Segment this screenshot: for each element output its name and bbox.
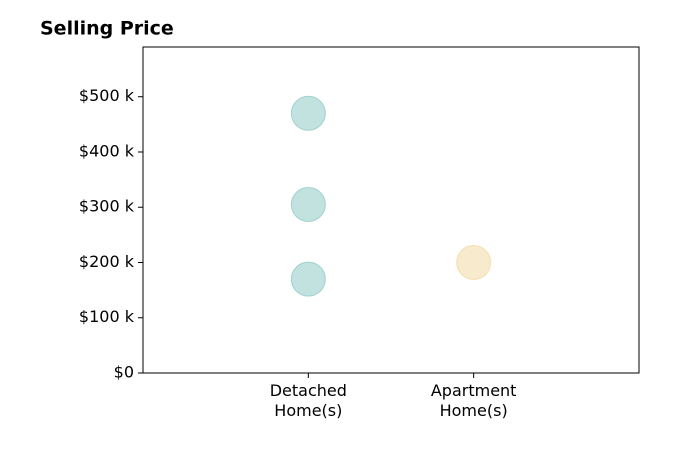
- y-tick-label: $0: [114, 363, 134, 382]
- point: [290, 95, 326, 131]
- y-tick-label: $100 k: [79, 307, 135, 326]
- y-tick-label: $400 k: [79, 141, 135, 160]
- point: [290, 261, 326, 297]
- point: [456, 244, 492, 280]
- plot-frame: [142, 46, 640, 374]
- y-tick-label: $300 k: [79, 197, 135, 216]
- y-tick-label: $500 k: [79, 86, 135, 105]
- chart-title: Selling Price: [40, 18, 174, 40]
- x-tick-label: Detached Home(s): [269, 381, 347, 420]
- x-tick-label: Apartment Home(s): [430, 381, 517, 420]
- y-tick-label: $200 k: [79, 252, 135, 271]
- point: [290, 186, 326, 222]
